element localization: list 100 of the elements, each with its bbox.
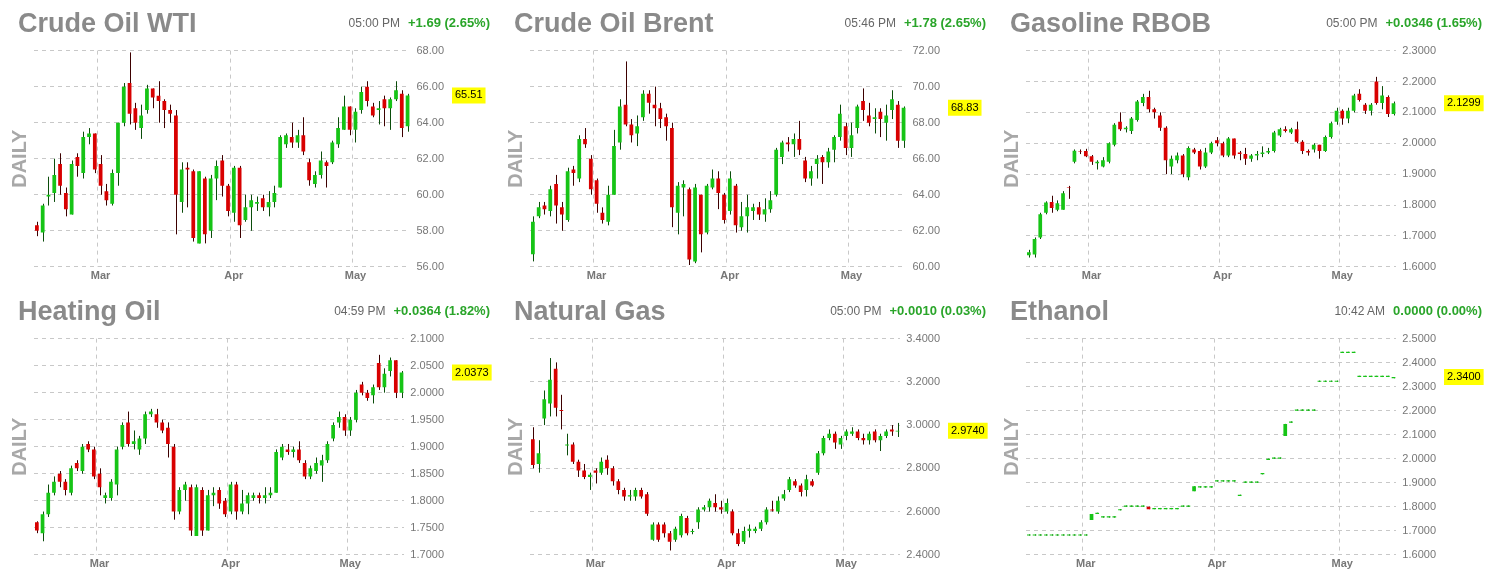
y-tick-label: 68.00 [416,43,444,56]
candlestick [336,116,340,149]
y-tick-label: 2.1000 [410,331,445,344]
text: 2.0373 [455,365,489,378]
chart-subtitle: 05:46 PM [844,16,896,30]
candlestick [1169,155,1174,175]
x-tick-label: Apr [717,557,737,570]
chart-subtitle: 05:00 PM [348,16,400,30]
candlestick [307,158,311,187]
candlestick [289,122,294,149]
text: +0.0346 (1.65%) [1385,15,1482,30]
candlestick [866,102,871,127]
candlestick [297,440,301,464]
candlestick [809,165,813,187]
y-tick-label: 3.4000 [906,331,941,344]
candlestick [770,500,775,513]
y-axis-title: DAILY [503,416,526,476]
candlestick [664,113,668,142]
candlestick [183,481,187,502]
candlestick [548,185,553,217]
candlestick [319,454,324,483]
y-tick-label: 66.00 [912,151,940,164]
x-tick-label: Mar [586,269,608,282]
candlestick [162,98,167,129]
candlestick [245,492,250,515]
chart-title: Natural Gas [514,296,666,326]
chart-subtitle: 10:42 AM [1334,304,1386,318]
y-tick-label: 1.7000 [410,547,445,560]
candlestick [554,174,558,225]
y-tick-label: 64.00 [416,115,444,128]
candlestick [548,357,552,417]
candlestick [583,127,587,149]
y-tick-label: 1.8500 [410,466,445,479]
candlestick [301,116,306,156]
candlestick [150,87,155,109]
candlestick [768,190,773,214]
y-tick-label: 2.0500 [410,358,445,371]
text: 0.0000 (0.00%) [1393,303,1482,318]
y-tick-label: 1.7500 [410,520,445,533]
candlestick [52,158,57,203]
candlestick [832,134,836,163]
candlestick [223,497,227,518]
y-axis-title: DAILY [999,128,1022,188]
candlestick [365,80,369,107]
y-tick-label: 72.00 [912,43,940,56]
candlestick [1118,111,1122,132]
x-tick-label: May [835,557,858,570]
y-tick-label: 1.6000 [1402,259,1437,272]
text: 2.3400 [1447,370,1481,383]
y-tick-label: 1.9000 [1402,475,1437,488]
x-tick-label: Apr [1207,557,1228,570]
candlestick [1226,136,1231,158]
y-tick-label: 58.00 [416,223,444,236]
candlestick [730,508,735,536]
x-tick-label: Apr [221,557,241,570]
y-tick-label: 3.2000 [906,374,941,387]
x-tick-label: May [840,269,864,282]
candlestick [217,486,222,510]
y-tick-label: 62.00 [912,223,940,236]
candlestick [570,441,575,465]
y-tick-label: 1.8000 [1402,198,1437,211]
y-tick-label: 2.0000 [1402,451,1437,464]
candlestick [605,454,609,476]
chart-title: Heating Oil [18,296,161,326]
candlestick [656,521,661,543]
x-tick-label: Mar [1076,557,1097,570]
candlestick [63,187,68,217]
candlestick [318,150,323,180]
candlestick [895,422,900,438]
candlestick [1158,111,1162,132]
y-tick-label: 1.8000 [410,493,445,506]
candlestick [272,185,277,208]
x-tick-label: Apr [720,269,741,282]
x-tick-label: Mar [585,557,607,570]
text: +1.69 (2.65%) [407,15,490,30]
candlestick [855,104,860,134]
y-tick-label: 66.00 [416,79,444,92]
candlestick [249,194,254,232]
candlestick [1066,185,1071,200]
candlestick [331,421,335,442]
candlestick [559,394,564,430]
candlestick [756,201,761,221]
candlestick [52,475,56,496]
candlestick [627,489,632,502]
candlestick [837,104,842,142]
candlestick [330,140,335,165]
y-tick-label: 2.3000 [1402,43,1437,56]
candlestick [644,491,649,517]
candlestick [388,96,393,131]
y-tick-label: 60.00 [912,259,940,272]
y-tick-label: 2.1000 [1402,427,1437,440]
y-tick-label: 70.00 [912,79,940,92]
y-tick-label: 2.2000 [1402,74,1437,87]
y-tick-label: 2.8000 [906,461,941,474]
candlestick [131,429,136,450]
candlestick [347,105,352,136]
x-tick-label: May [344,269,368,282]
candlestick [565,433,569,456]
chart-subtitle: 05:00 PM [1326,16,1378,30]
candlestick [641,89,645,122]
